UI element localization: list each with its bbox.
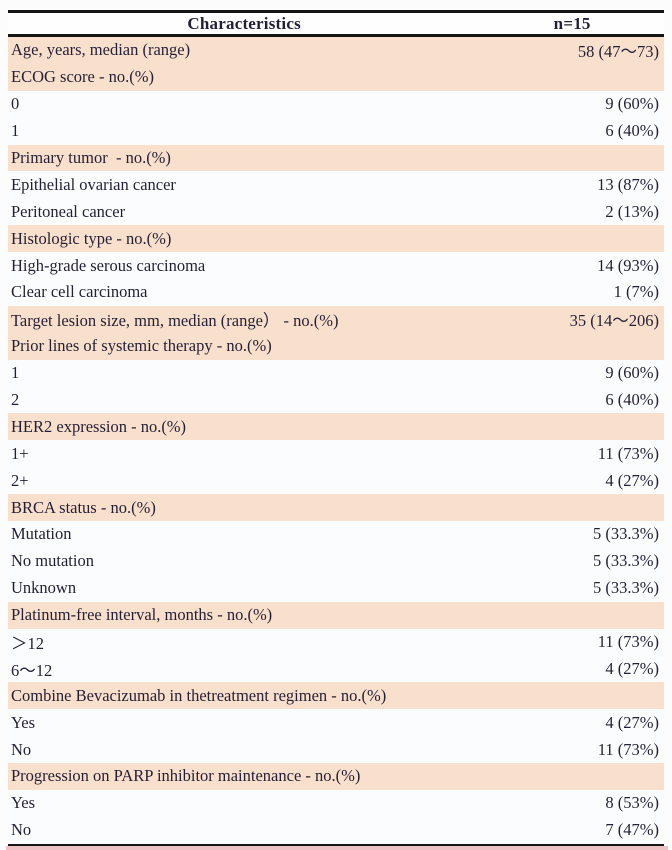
table-row: BRCA status - no.(%) (8, 494, 664, 522)
row-label: High-grade serous carcinoma (11, 255, 206, 275)
row-value: 11 (73%) (597, 739, 659, 759)
table-row: Yes 4 (27%) (8, 709, 664, 737)
row-label: 2 (11, 390, 20, 410)
row-value: 4 (27%) (605, 658, 659, 678)
table-row: Progression on PARP inhibitor maintenanc… (8, 763, 664, 790)
row-label: 1+ (11, 443, 29, 463)
table-row: ＞12 11 (73%) (8, 628, 664, 656)
table-row: 6〜12 4 (27%) (8, 655, 664, 683)
table-row: No 7 (47%) (8, 816, 664, 844)
row-value: 11 (73%) (597, 632, 659, 652)
row-value: 2 (13%) (605, 201, 659, 221)
table-row: 0 9 (60%) (8, 90, 664, 118)
header-divider-rule (8, 34, 664, 37)
row-value: 5 (33.3%) (593, 524, 659, 544)
top-rule (8, 10, 664, 13)
table-row: ECOG score - no.(%) (8, 63, 664, 91)
row-value: 5 (33.3%) (593, 551, 659, 571)
table-row: Target lesion size, mm, median (range） -… (8, 305, 664, 333)
row-label: ＞12 (11, 634, 44, 654)
row-label: 6〜12 (11, 660, 53, 680)
row-label: Peritoneal cancer (11, 201, 126, 221)
table-row: Mutation 5 (33.3%) (8, 521, 664, 548)
row-value: 58 (47〜73) (577, 42, 659, 62)
bottom-crop-strip (6, 846, 668, 850)
row-value: 8 (53%) (605, 793, 659, 813)
row-label: No (11, 820, 32, 840)
table-row: No mutation 5 (33.3%) (8, 547, 664, 575)
row-label: Age, years, median (range) (11, 40, 191, 60)
header-n-count: n=15 (553, 13, 591, 33)
row-label: 2+ (11, 470, 29, 490)
table-row: Combine Bevacizumab in thetreatment regi… (8, 682, 664, 710)
row-label: Target lesion size, mm, median (range） -… (11, 311, 339, 331)
row-label: Mutation (11, 524, 72, 544)
table-row: Prior lines of systemic therapy - no.(%) (8, 332, 664, 360)
row-value: 11 (73%) (597, 443, 659, 463)
table-row: High-grade serous carcinoma 14 (93%) (8, 252, 664, 280)
row-label: Histologic type - no.(%) (11, 228, 172, 248)
table-row: Primary tumor - no.(%) (8, 144, 664, 172)
row-value: 1 (7%) (613, 282, 659, 302)
table-row: No 11 (73%) (8, 736, 664, 764)
row-label: ECOG score - no.(%) (11, 67, 154, 87)
table-row: 2+ 4 (27%) (8, 467, 664, 495)
row-value: 6 (40%) (605, 390, 659, 410)
header-characteristics: Characteristics (187, 13, 301, 33)
row-label: 1 (11, 121, 20, 141)
characteristics-table: Characteristics n=15 Age, years, median … (8, 10, 664, 847)
row-label: Clear cell carcinoma (11, 282, 148, 302)
table-row: Age, years, median (range) 58 (47〜73) (8, 37, 664, 64)
row-label: Unknown (11, 578, 77, 598)
row-label: Progression on PARP inhibitor maintenanc… (11, 766, 361, 786)
table-row: 1+ 11 (73%) (8, 440, 664, 468)
bottom-rule (8, 843, 664, 847)
table-row: Histologic type - no.(%) (8, 225, 664, 253)
row-label: No (11, 739, 32, 759)
row-value: 4 (27%) (605, 712, 659, 732)
table-row: Yes 8 (53%) (8, 789, 664, 817)
row-value: 9 (60%) (605, 94, 659, 114)
row-value: 6 (40%) (605, 121, 659, 141)
row-label: 1 (11, 363, 20, 383)
table-row: 1 9 (60%) (8, 359, 664, 387)
row-label: Epithelial ovarian cancer (11, 174, 176, 194)
table-row: Epithelial ovarian cancer 13 (87%) (8, 171, 664, 199)
table-row: Platinum-free interval, months - no.(%) (8, 601, 664, 629)
table-body: Age, years, median (range) 58 (47〜73) EC… (8, 37, 664, 844)
table-row: Peritoneal cancer 2 (13%) (8, 198, 664, 226)
row-value: 9 (60%) (605, 363, 659, 383)
row-label: Primary tumor - no.(%) (11, 148, 171, 167)
table-header-row: Characteristics n=15 (8, 13, 664, 34)
row-value: 4 (27%) (605, 470, 659, 490)
row-label: Yes (11, 712, 36, 732)
table-row: 2 6 (40%) (8, 386, 664, 414)
row-label: Prior lines of systemic therapy - no.(%) (11, 336, 272, 356)
row-value: 14 (93%) (597, 255, 659, 275)
table-row: 1 6 (40%) (8, 117, 664, 145)
table-row: Clear cell carcinoma 1 (7%) (8, 279, 664, 306)
row-label: Combine Bevacizumab in thetreatment regi… (11, 685, 387, 705)
table-row: Unknown 5 (33.3%) (8, 574, 664, 602)
row-value: 7 (47%) (605, 820, 659, 840)
row-value: 13 (87%) (597, 174, 659, 194)
row-label: BRCA status - no.(%) (11, 497, 156, 517)
table-row: HER2 expression - no.(%) (8, 413, 664, 441)
row-value: 35 (14〜206) (569, 311, 659, 331)
row-label: No mutation (11, 551, 94, 571)
row-label: Platinum-free interval, months - no.(%) (11, 605, 273, 625)
row-label: Yes (11, 793, 36, 813)
row-label: 0 (11, 94, 20, 114)
row-value: 5 (33.3%) (593, 578, 659, 598)
row-label: HER2 expression - no.(%) (11, 416, 187, 436)
